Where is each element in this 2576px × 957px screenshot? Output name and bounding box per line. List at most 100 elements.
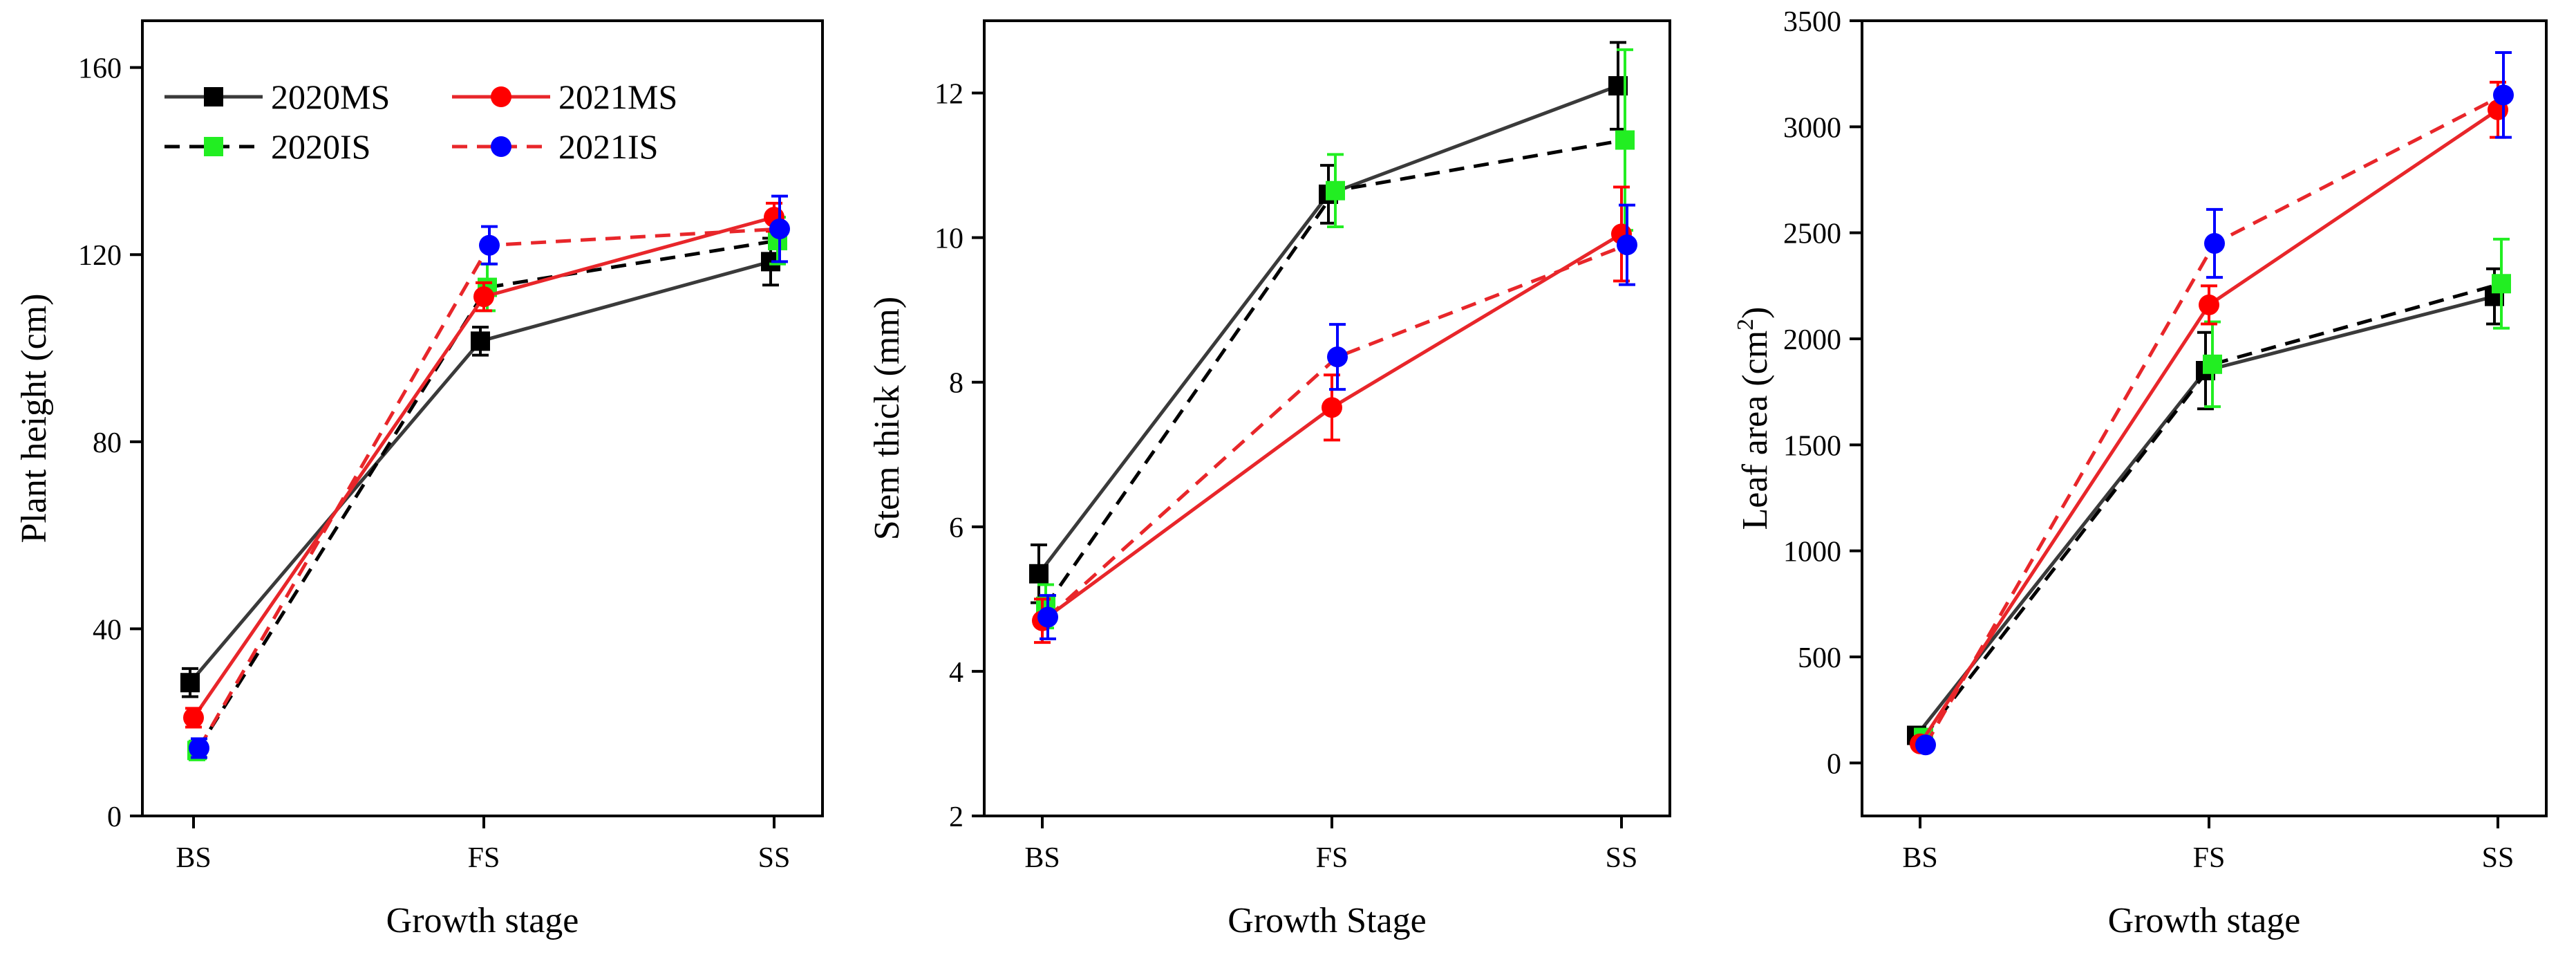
plot-frame (983, 19, 1671, 817)
series-2020ms (1907, 267, 2504, 745)
x-axis-title: Growth stage (386, 901, 579, 940)
x-tick-label-bs: BS (1902, 842, 1937, 874)
y-tick-label: 2500 (1783, 219, 1841, 250)
legend-item-2020is: 2020IS (164, 127, 370, 166)
x-axis-ticks: BS FS SS (1902, 816, 2514, 874)
y-tick-label: 0 (1827, 748, 1841, 780)
data-point-2021is-bs (1037, 606, 1058, 628)
series-2021ms (183, 201, 784, 729)
plot-frame (1861, 19, 2548, 817)
series-line-2021is (197, 227, 780, 750)
legend: 2020MS 2021MS 2020IS 2021IS (164, 77, 677, 166)
data-point-2021ms-fs (1322, 397, 1342, 418)
y-axis-title: Stem thick (mm) (867, 297, 907, 540)
series-line-2021is (1924, 93, 2505, 746)
y-tick-label: 160 (78, 53, 122, 85)
x-tick-label-ss: SS (2482, 842, 2514, 874)
y-tick-label: 3000 (1783, 112, 1841, 144)
legend-item-2020ms: 2020MS (164, 77, 390, 116)
legend-marker-2021is (491, 136, 511, 157)
y-tick-label: 1500 (1783, 430, 1841, 462)
data-point-2020is-ss (2492, 274, 2511, 294)
series-2020is (1036, 48, 1635, 630)
series-line-2021is (1046, 243, 1628, 619)
legend-label-2021is: 2021IS (558, 127, 658, 166)
data-point-2021is-ss (769, 219, 790, 240)
y-axis-title-superscript: 2 (1733, 319, 1758, 331)
stem-thick-chart: 2 4 6 8 10 12 BS FS SS Growth Stage Stem thick … (867, 19, 1671, 940)
series-layer (180, 194, 790, 761)
y-tick-label: 1000 (1783, 537, 1841, 568)
y-axis-title: Leaf area (cm2) (1733, 307, 1775, 530)
x-tick-label-fs: FS (2193, 842, 2226, 874)
series-line-2020is (195, 239, 778, 752)
data-point-2021is-ss (2493, 84, 2514, 106)
y-axis-title: Plant height (cm) (15, 293, 54, 543)
y-axis-title-end: ) (1736, 307, 1775, 319)
x-tick-label-ss: SS (1606, 842, 1638, 874)
series-2021ms (1910, 80, 2508, 754)
y-tick-label: 8 (949, 368, 963, 400)
x-tick-label-bs: BS (176, 842, 211, 874)
y-axis-title-main: Leaf area (cm (1736, 331, 1775, 530)
y-axis-ticks: 0 500 1000 1500 2000 2500 3000 3500 (1783, 6, 1862, 780)
data-point-2020ms-fs (471, 331, 490, 351)
series-line-2020is (1922, 281, 2502, 739)
data-point-2021is-fs (1327, 346, 1348, 368)
x-tick-label-fs: FS (1316, 842, 1348, 874)
y-tick-label: 80 (93, 427, 122, 459)
data-point-2020is-ss (1615, 130, 1635, 150)
legend-marker-2020ms (204, 87, 223, 106)
series-2021is (1915, 51, 2514, 756)
series-2021ms (1032, 185, 1632, 644)
legend-item-2021ms: 2021MS (452, 77, 677, 116)
x-axis-ticks: BS FS SS (1024, 816, 1637, 874)
legend-label-2020ms: 2020MS (271, 77, 390, 116)
data-point-2020is-fs (2203, 354, 2222, 374)
y-tick-label: 4 (949, 657, 963, 689)
plot-frame (141, 19, 824, 817)
y-tick-label: 2 (949, 801, 963, 833)
y-tick-label: 40 (93, 614, 122, 646)
legend-label-2021ms: 2021MS (558, 77, 677, 116)
data-point-2021ms-fs (2199, 294, 2219, 315)
legend-marker-2020is (204, 137, 223, 156)
series-line-2021ms (1918, 108, 2499, 745)
y-tick-label: 120 (78, 240, 122, 272)
series-layer (1029, 41, 1637, 644)
series-2021is (1037, 203, 1637, 640)
plant-height-chart: 0 40 80 120 160 BS FS SS Growth stage Plant he… (15, 19, 824, 940)
data-point-2021is-ss (1617, 234, 1637, 256)
data-point-2020ms-bs (180, 673, 200, 693)
data-point-2021is-bs (189, 737, 209, 759)
series-layer (1907, 51, 2514, 756)
leaf-area-chart: 0 500 1000 1500 2000 2500 3000 3500 BS FS SS Grow… (1733, 6, 2548, 940)
y-axis-ticks: 2 4 6 8 10 12 (934, 79, 984, 833)
y-tick-label: 0 (107, 801, 122, 833)
legend-marker-2021ms (491, 86, 511, 107)
series-line-2020ms (1037, 84, 1619, 575)
y-tick-label: 6 (949, 512, 963, 544)
data-point-2020ms-bs (1029, 564, 1049, 584)
y-tick-label: 12 (934, 79, 963, 111)
y-tick-label: 500 (1798, 642, 1841, 674)
data-point-2021ms-bs (183, 707, 204, 728)
y-tick-label: 10 (934, 223, 963, 255)
data-point-2021ms-fs (473, 286, 494, 308)
x-axis-title: Growth Stage (1228, 901, 1426, 940)
data-point-2021is-bs (1915, 734, 1936, 756)
series-2021is (189, 194, 790, 759)
series-2020ms (180, 236, 780, 698)
x-tick-label-bs: BS (1024, 842, 1060, 874)
data-point-2021is-fs (479, 234, 500, 256)
x-tick-label-fs: FS (468, 842, 500, 874)
x-tick-label-ss: SS (758, 842, 791, 874)
y-tick-label: 2000 (1783, 324, 1841, 356)
y-tick-label: 3500 (1783, 6, 1841, 38)
series-2020ms (1029, 41, 1628, 604)
x-axis-ticks: BS FS SS (176, 816, 790, 874)
legend-item-2021is: 2021IS (452, 127, 658, 166)
y-axis-ticks: 0 40 80 120 160 (78, 53, 142, 833)
data-point-2020is-fs (1326, 180, 1345, 201)
